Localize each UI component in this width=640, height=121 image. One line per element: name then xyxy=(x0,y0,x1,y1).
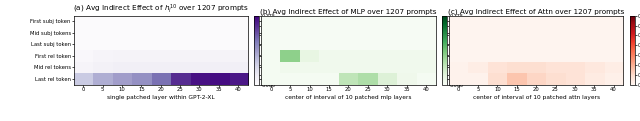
Title: (c) Avg Indirect Effect of Attn over 1207 prompts: (c) Avg Indirect Effect of Attn over 120… xyxy=(448,9,625,15)
Title: (a) Avg Indirect Effect of $h_l^{10}$ over 1207 prompts: (a) Avg Indirect Effect of $h_l^{10}$ ov… xyxy=(72,2,249,16)
Y-axis label: AIE: AIE xyxy=(277,45,282,55)
Y-axis label: AIE: AIE xyxy=(465,45,470,55)
X-axis label: single patched layer within GPT-2-XL: single patched layer within GPT-2-XL xyxy=(107,95,214,100)
X-axis label: center of interval of 10 patched attn layers: center of interval of 10 patched attn la… xyxy=(472,95,600,100)
X-axis label: center of interval of 10 patched mlp layers: center of interval of 10 patched mlp lay… xyxy=(285,95,412,100)
Title: (b) Avg Indirect Effect of MLP over 1207 prompts: (b) Avg Indirect Effect of MLP over 1207… xyxy=(260,9,436,15)
